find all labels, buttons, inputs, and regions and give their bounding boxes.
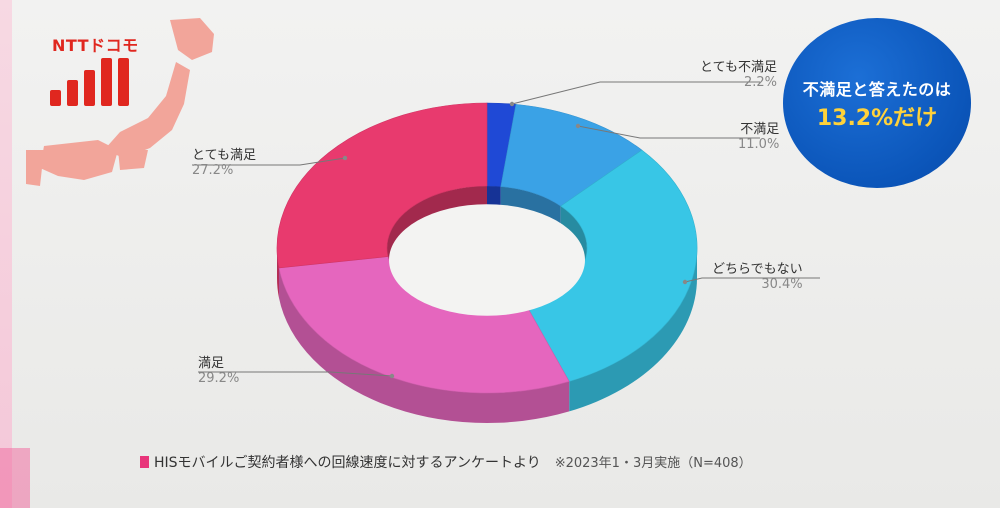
footer-text: HISモバイルご契約者様への回線速度に対するアンケートより (154, 455, 541, 471)
bottom-accent (0, 448, 30, 508)
label-dissatisfied: 不満足 11.0% (738, 118, 779, 152)
slice-2 (525, 149, 698, 382)
leader-line-3 (198, 371, 393, 377)
leader-line-2 (684, 277, 820, 283)
left-accent-strip (0, 0, 12, 508)
slice-4 (276, 102, 488, 269)
label-satisfied: 満足 29.2% (198, 352, 239, 386)
label-name: どちらでもない (712, 262, 803, 277)
label-pct: 30.4% (761, 277, 803, 292)
slice-side-2 (569, 248, 697, 412)
footer-note: ※2023年1・3月実施（N=408） (554, 456, 752, 471)
leader-line-1 (577, 125, 760, 139)
label-pct: 29.2% (198, 371, 240, 386)
footer-marker (140, 456, 149, 468)
signal-bars-icon (50, 58, 129, 106)
japan-map-icon (26, 18, 214, 186)
label-name: 不満足 (740, 122, 780, 137)
label-pct: 11.0% (738, 137, 780, 152)
callout-circle: 不満足と答えたのは 13.2%だけ (783, 18, 971, 188)
callout-line2: 13.2%だけ (816, 106, 938, 131)
leader-lines (192, 81, 820, 379)
label-pct: 27.2% (192, 163, 234, 178)
leader-dot-2 (682, 279, 688, 285)
leader-dot-0 (509, 101, 515, 107)
label-pct: 2.2% (743, 75, 777, 90)
donut-hole (389, 204, 585, 316)
label-neutral: どちらでもない 30.4% (712, 258, 803, 292)
label-very-dissatisfied: とても不満足 2.2% (700, 56, 777, 90)
label-very-satisfied: とても満足 27.2% (192, 144, 256, 178)
callout-line1: 不満足と答えたのは (802, 80, 952, 99)
leader-line-0 (511, 81, 760, 105)
donut-group (276, 102, 698, 424)
leader-line-4 (192, 157, 346, 166)
leader-dot-3 (389, 373, 395, 379)
leader-dot-1 (575, 123, 581, 129)
label-name: とても不満足 (700, 60, 777, 75)
leader-dot-4 (342, 155, 348, 161)
label-name: とても満足 (192, 148, 256, 163)
logo-text: NTTドコモ (52, 36, 139, 55)
slice-side-3 (279, 267, 570, 424)
label-name: 満足 (198, 356, 225, 371)
footer: HISモバイルご契約者様への回線速度に対するアンケートより ※2023年1・3月実… (140, 452, 752, 472)
